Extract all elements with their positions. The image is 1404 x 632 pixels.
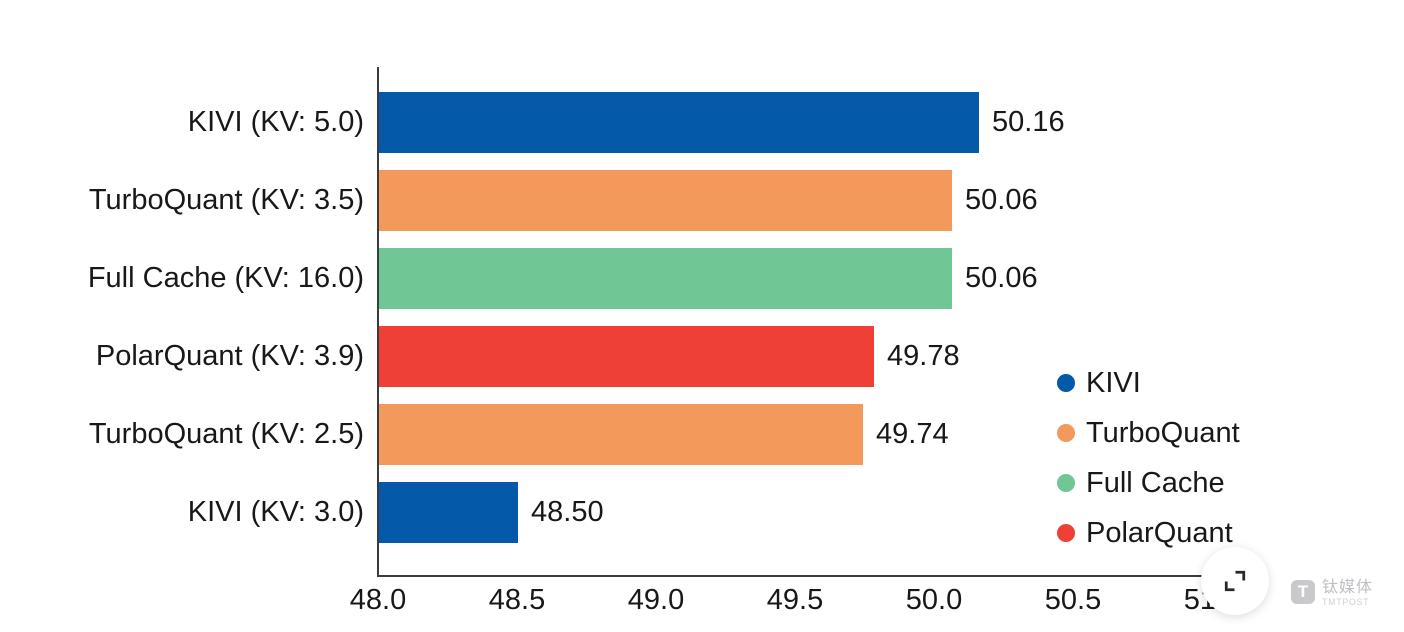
legend-label: KIVI — [1086, 366, 1141, 399]
category-label: KIVI (KV: 3.0) — [187, 496, 364, 528]
category-label: PolarQuant (KV: 3.9) — [95, 340, 364, 372]
watermark-name-en: TMTPOST — [1322, 597, 1370, 607]
value-label: 48.50 — [531, 496, 604, 528]
legend-dot-turboquant — [1057, 424, 1075, 442]
bar-kivi — [379, 482, 518, 543]
legend-label: TurboQuant — [1086, 416, 1240, 449]
category-label: TurboQuant (KV: 3.5) — [88, 184, 364, 216]
legend: KIVI TurboQuant Full Cache PolarQuant — [1057, 358, 1240, 558]
tmtpost-watermark: T 钛媒体 TMTPOST — [1291, 580, 1373, 607]
legend-label: Full Cache — [1086, 466, 1225, 499]
y-axis-line — [377, 67, 379, 577]
bar-turboquant — [379, 404, 863, 465]
value-label: 49.74 — [876, 418, 949, 450]
x-tick-label: 49.0 — [627, 584, 685, 616]
legend-item-fullcache: Full Cache — [1057, 458, 1240, 508]
x-tick-label: 48.0 — [349, 584, 407, 616]
legend-dot-fullcache — [1057, 474, 1075, 492]
value-label: 50.16 — [992, 106, 1065, 138]
category-label: Full Cache (KV: 16.0) — [87, 262, 364, 294]
legend-dot-polarquant — [1057, 524, 1075, 542]
x-axis-line — [377, 575, 1215, 577]
x-tick-label: 49.5 — [766, 584, 824, 616]
value-label: 50.06 — [965, 184, 1038, 216]
watermark-name-cn: 钛媒体 — [1322, 579, 1374, 596]
expand-icon — [1220, 566, 1250, 596]
value-label: 49.78 — [887, 340, 960, 372]
x-tick-label: 50.5 — [1044, 584, 1102, 616]
category-label: KIVI (KV: 5.0) — [187, 106, 364, 138]
legend-item-kivi: KIVI — [1057, 358, 1240, 408]
expand-button[interactable] — [1201, 547, 1269, 615]
bar-turboquant — [379, 170, 952, 231]
legend-dot-kivi — [1057, 374, 1075, 392]
value-label: 50.06 — [965, 262, 1038, 294]
x-tick-label: 50.0 — [905, 584, 963, 616]
legend-item-polarquant: PolarQuant — [1057, 508, 1240, 558]
category-label: TurboQuant (KV: 2.5) — [88, 418, 364, 450]
bar-full-cache — [379, 248, 952, 309]
bar-polarquant — [379, 326, 874, 387]
tmtpost-logo-icon: T — [1291, 580, 1315, 604]
x-tick-label: 48.5 — [488, 584, 546, 616]
legend-item-turboquant: TurboQuant — [1057, 408, 1240, 458]
legend-label: PolarQuant — [1086, 516, 1233, 549]
bar-kivi — [379, 92, 979, 153]
